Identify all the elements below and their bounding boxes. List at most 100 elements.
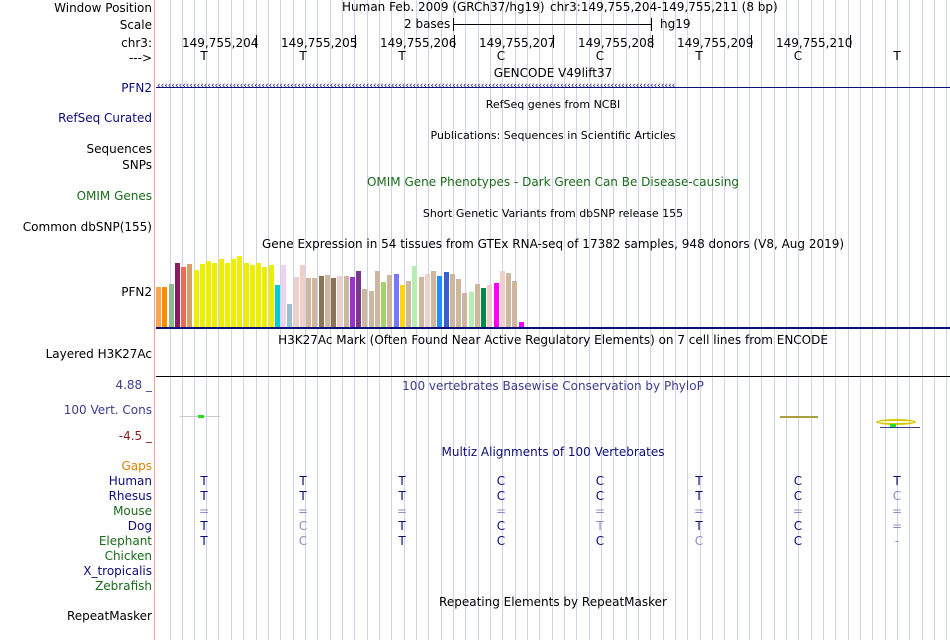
gtex-tissue-bar[interactable] bbox=[399, 285, 405, 327]
gtex-tissue-bar[interactable] bbox=[187, 264, 193, 327]
alignment-base: T bbox=[299, 474, 307, 488]
gencode-gene-label[interactable]: PFN2 bbox=[121, 81, 152, 95]
phylop-label[interactable]: 100 Vert. Cons bbox=[63, 403, 152, 417]
gtex-tissue-bar[interactable] bbox=[387, 275, 393, 327]
track-separator bbox=[156, 376, 950, 377]
species-label[interactable]: Mouse bbox=[113, 504, 152, 518]
repeatmasker-track-title[interactable]: Repeating Elements by RepeatMasker bbox=[439, 595, 667, 609]
gtex-tissue-bar[interactable] bbox=[424, 274, 430, 327]
gtex-tissue-bar[interactable] bbox=[218, 259, 224, 327]
gtex-tissue-bar[interactable] bbox=[499, 271, 505, 327]
gtex-tissue-bar[interactable] bbox=[162, 287, 168, 327]
alignment-base: C bbox=[298, 534, 308, 548]
gtex-tissue-bar[interactable] bbox=[481, 288, 486, 327]
gtex-tissue-bar[interactable] bbox=[374, 271, 380, 327]
gtex-tissue-bar[interactable] bbox=[193, 270, 199, 327]
gtex-tissue-bar[interactable] bbox=[256, 263, 261, 327]
gtex-tissue-bar[interactable] bbox=[437, 276, 443, 327]
gtex-tissue-bar[interactable] bbox=[406, 281, 411, 327]
omim-label[interactable]: OMIM Genes bbox=[76, 189, 152, 203]
repeatmasker-label[interactable]: RepeatMasker bbox=[66, 609, 152, 623]
gtex-tissue-bar[interactable] bbox=[456, 279, 461, 327]
gtex-tissue-bar[interactable] bbox=[318, 276, 324, 327]
gtex-tissue-bar[interactable] bbox=[174, 263, 180, 327]
gtex-tissue-bar[interactable] bbox=[268, 265, 274, 327]
gtex-tissue-bar[interactable] bbox=[393, 274, 399, 327]
multiz-track-title[interactable]: Multiz Alignments of 100 Vertebrates bbox=[441, 445, 665, 459]
dbsnp-label[interactable]: Common dbSNP(155) bbox=[22, 220, 152, 234]
gtex-tissue-bar[interactable] bbox=[468, 292, 474, 327]
alignment-base: C bbox=[793, 519, 803, 533]
label-divider bbox=[154, 0, 155, 640]
gtex-tissue-bar[interactable] bbox=[368, 291, 374, 327]
gtex-tissue-bar[interactable] bbox=[206, 261, 211, 327]
gtex-tissue-bar[interactable] bbox=[287, 304, 293, 327]
species-label[interactable]: Elephant bbox=[98, 534, 152, 548]
strand-arrows: ‹‹‹‹‹‹‹‹‹‹‹‹‹‹‹‹‹‹‹‹‹‹‹‹‹‹‹‹‹‹‹‹‹‹‹‹‹‹‹‹… bbox=[157, 81, 676, 91]
gtex-tissue-bar[interactable] bbox=[224, 263, 230, 327]
gtex-tissue-bar[interactable] bbox=[431, 271, 436, 327]
window-position-label: Window Position bbox=[54, 1, 152, 15]
species-label[interactable]: Zebrafish bbox=[95, 579, 152, 593]
gtex-tissue-bar[interactable] bbox=[418, 277, 424, 327]
refseq-track-title[interactable]: RefSeq genes from NCBI bbox=[485, 98, 621, 111]
dbsnp-track-title[interactable]: Short Genetic Variants from dbSNP releas… bbox=[422, 207, 684, 220]
publications-track-title[interactable]: Publications: Sequences in Scientific Ar… bbox=[430, 129, 676, 142]
gtex-gene-label[interactable]: PFN2 bbox=[121, 285, 152, 299]
gtex-track-title[interactable]: Gene Expression in 54 tissues from GTEx … bbox=[261, 237, 845, 251]
gtex-tissue-bar[interactable] bbox=[449, 274, 455, 327]
alignment-base: T bbox=[398, 519, 406, 533]
gtex-tissue-bar[interactable] bbox=[506, 273, 511, 327]
gencode-track-title[interactable]: GENCODE V49lift37 bbox=[493, 66, 613, 80]
gtex-tissue-bar[interactable] bbox=[331, 278, 336, 327]
gtex-tissue-bar[interactable] bbox=[199, 264, 205, 327]
gtex-tissue-bar[interactable] bbox=[181, 267, 186, 327]
alignment-base: C bbox=[793, 534, 803, 548]
gtex-tissue-bar[interactable] bbox=[443, 272, 449, 327]
gtex-tissue-bar[interactable] bbox=[337, 276, 343, 327]
gtex-tissue-bar[interactable] bbox=[249, 265, 255, 327]
gtex-tissue-bar[interactable] bbox=[518, 322, 524, 327]
alignment-base: C bbox=[793, 474, 803, 488]
gtex-tissue-bar[interactable] bbox=[512, 281, 518, 327]
gtex-tissue-bar[interactable] bbox=[462, 293, 468, 327]
alignment-base: = bbox=[693, 504, 705, 518]
gtex-tissue-bar[interactable] bbox=[274, 285, 280, 327]
gtex-tissue-bar[interactable] bbox=[493, 283, 499, 327]
gtex-tissue-bar[interactable] bbox=[212, 263, 218, 327]
gtex-tissue-bar[interactable] bbox=[243, 263, 249, 327]
species-label[interactable]: Rhesus bbox=[108, 489, 152, 503]
gtex-tissue-bar[interactable] bbox=[299, 265, 305, 327]
gtex-tissue-bar[interactable] bbox=[474, 284, 480, 327]
species-label[interactable]: Chicken bbox=[104, 549, 152, 563]
alignment-base: C bbox=[595, 489, 605, 503]
gtex-tissue-bar[interactable] bbox=[324, 275, 330, 327]
gtex-tissue-bar[interactable] bbox=[237, 256, 243, 327]
gtex-tissue-bar[interactable] bbox=[312, 278, 318, 327]
snps-label[interactable]: SNPs bbox=[122, 158, 152, 172]
gtex-tissue-bar[interactable] bbox=[231, 259, 236, 327]
gtex-tissue-bar[interactable] bbox=[412, 266, 418, 327]
gtex-tissue-bar[interactable] bbox=[293, 277, 299, 327]
alignment-base: = bbox=[297, 504, 309, 518]
gtex-tissue-bar[interactable] bbox=[156, 287, 161, 327]
gtex-tissue-bar[interactable] bbox=[281, 265, 286, 327]
gtex-tissue-bar[interactable] bbox=[362, 289, 368, 327]
gtex-tissue-bar[interactable] bbox=[168, 284, 174, 327]
gtex-tissue-bar[interactable] bbox=[487, 285, 493, 327]
gtex-tissue-bar[interactable] bbox=[343, 276, 349, 327]
gtex-tissue-bar[interactable] bbox=[349, 277, 355, 327]
sequences-label[interactable]: Sequences bbox=[86, 142, 152, 156]
gtex-tissue-bar[interactable] bbox=[356, 271, 361, 327]
species-label[interactable]: X_tropicalis bbox=[83, 564, 152, 578]
phylop-track-title[interactable]: 100 vertebrates Basewise Conservation by… bbox=[402, 379, 704, 393]
gtex-tissue-bar[interactable] bbox=[306, 278, 311, 327]
h3k27ac-label[interactable]: Layered H3K27Ac bbox=[45, 347, 152, 361]
omim-track-title[interactable]: OMIM Gene Phenotypes - Dark Green Can Be… bbox=[366, 175, 740, 189]
species-label[interactable]: Human bbox=[108, 474, 152, 488]
refseq-label[interactable]: RefSeq Curated bbox=[58, 111, 152, 125]
gtex-tissue-bar[interactable] bbox=[381, 282, 386, 327]
species-label[interactable]: Dog bbox=[127, 519, 152, 533]
h3k27ac-track-title[interactable]: H3K27Ac Mark (Often Found Near Active Re… bbox=[278, 333, 828, 347]
gtex-tissue-bar[interactable] bbox=[262, 267, 268, 327]
